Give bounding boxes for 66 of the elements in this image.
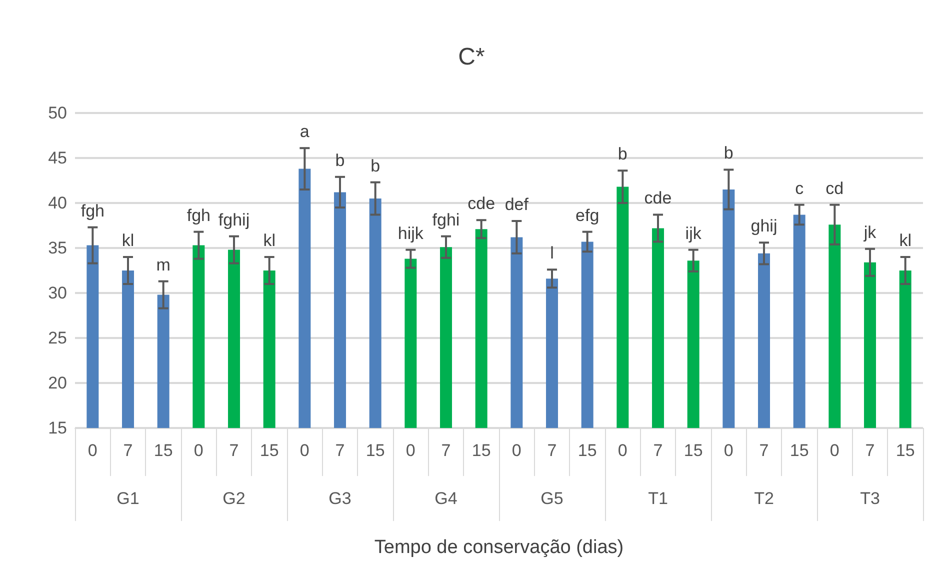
data-label: c [795, 178, 804, 198]
x-tick-label: 7 [229, 441, 239, 460]
data-label: kl [122, 231, 134, 250]
x-tick-label: 7 [441, 441, 451, 460]
x-tick-label: 0 [88, 441, 98, 460]
data-label: efg [576, 206, 600, 225]
x-tick-label: 15 [684, 441, 703, 460]
x-tick-label: 7 [335, 441, 345, 460]
y-tick-label: 40 [48, 194, 67, 212]
text: T2 [754, 489, 774, 508]
chart-title: C* [458, 44, 485, 70]
x-tick-label: 0 [300, 441, 310, 460]
data-label: cde [468, 194, 496, 214]
x-tick-label: 0 [618, 441, 628, 460]
y-tick-label: 50 [48, 104, 67, 122]
x-tick-label: 0 [724, 441, 734, 460]
data-label: a [300, 122, 310, 142]
data-label: fgh [186, 206, 210, 225]
text: T1 [648, 489, 668, 508]
data-label: ghij [750, 216, 778, 236]
x-tick-label: 7 [653, 441, 663, 460]
data-label: hijk [398, 224, 424, 243]
x-tick-label: 15 [472, 441, 491, 460]
y-tick-label: 45 [48, 148, 67, 168]
data-label: b [370, 156, 380, 176]
x-tick-label: 15 [366, 441, 385, 460]
x-tick-label: 0 [406, 441, 416, 460]
y-tick-label: 15 [48, 418, 67, 438]
text: G4 [434, 489, 458, 508]
x-tick-label: 7 [865, 441, 875, 460]
data-label: m [156, 255, 170, 274]
x-tick-label: 0 [830, 441, 840, 460]
data-label: fghi [432, 210, 460, 230]
x-tick-label: 15 [790, 441, 809, 460]
data-label: def [504, 195, 529, 214]
x-axis-title: Tempo de conservação (dias) [374, 537, 624, 558]
data-label: kl [899, 231, 912, 250]
x-tick-label: 15 [578, 441, 597, 460]
y-tick-label: 25 [48, 328, 67, 348]
data-label: cde [644, 188, 672, 208]
data-label: fghij [218, 210, 250, 230]
y-tick-label: 35 [48, 238, 67, 258]
data-label: l [550, 244, 554, 263]
y-tick-label: 30 [48, 284, 67, 302]
x-tick-label: 7 [547, 441, 557, 460]
data-label: ijk [685, 224, 702, 243]
data-label: jk [862, 222, 877, 242]
data-label: cd [826, 178, 844, 198]
data-label: b [724, 144, 734, 163]
text: G1 [116, 489, 140, 508]
text: G3 [328, 489, 352, 508]
x-tick-label: 0 [512, 441, 522, 460]
data-label: fgh [80, 201, 104, 220]
data-label: kl [263, 231, 276, 250]
text: T3 [860, 489, 880, 508]
x-tick-label: 15 [260, 441, 279, 460]
x-tick-label: 7 [759, 441, 769, 460]
y-tick-label: 20 [48, 374, 67, 392]
data-label: b [335, 150, 345, 170]
text: G5 [540, 489, 564, 508]
x-tick-label: 0 [194, 441, 204, 460]
data-label: b [618, 144, 628, 164]
text: G2 [222, 489, 246, 508]
x-tick-label: 15 [154, 441, 173, 460]
x-tick-label: 15 [896, 441, 915, 460]
x-tick-label: 7 [123, 441, 133, 460]
